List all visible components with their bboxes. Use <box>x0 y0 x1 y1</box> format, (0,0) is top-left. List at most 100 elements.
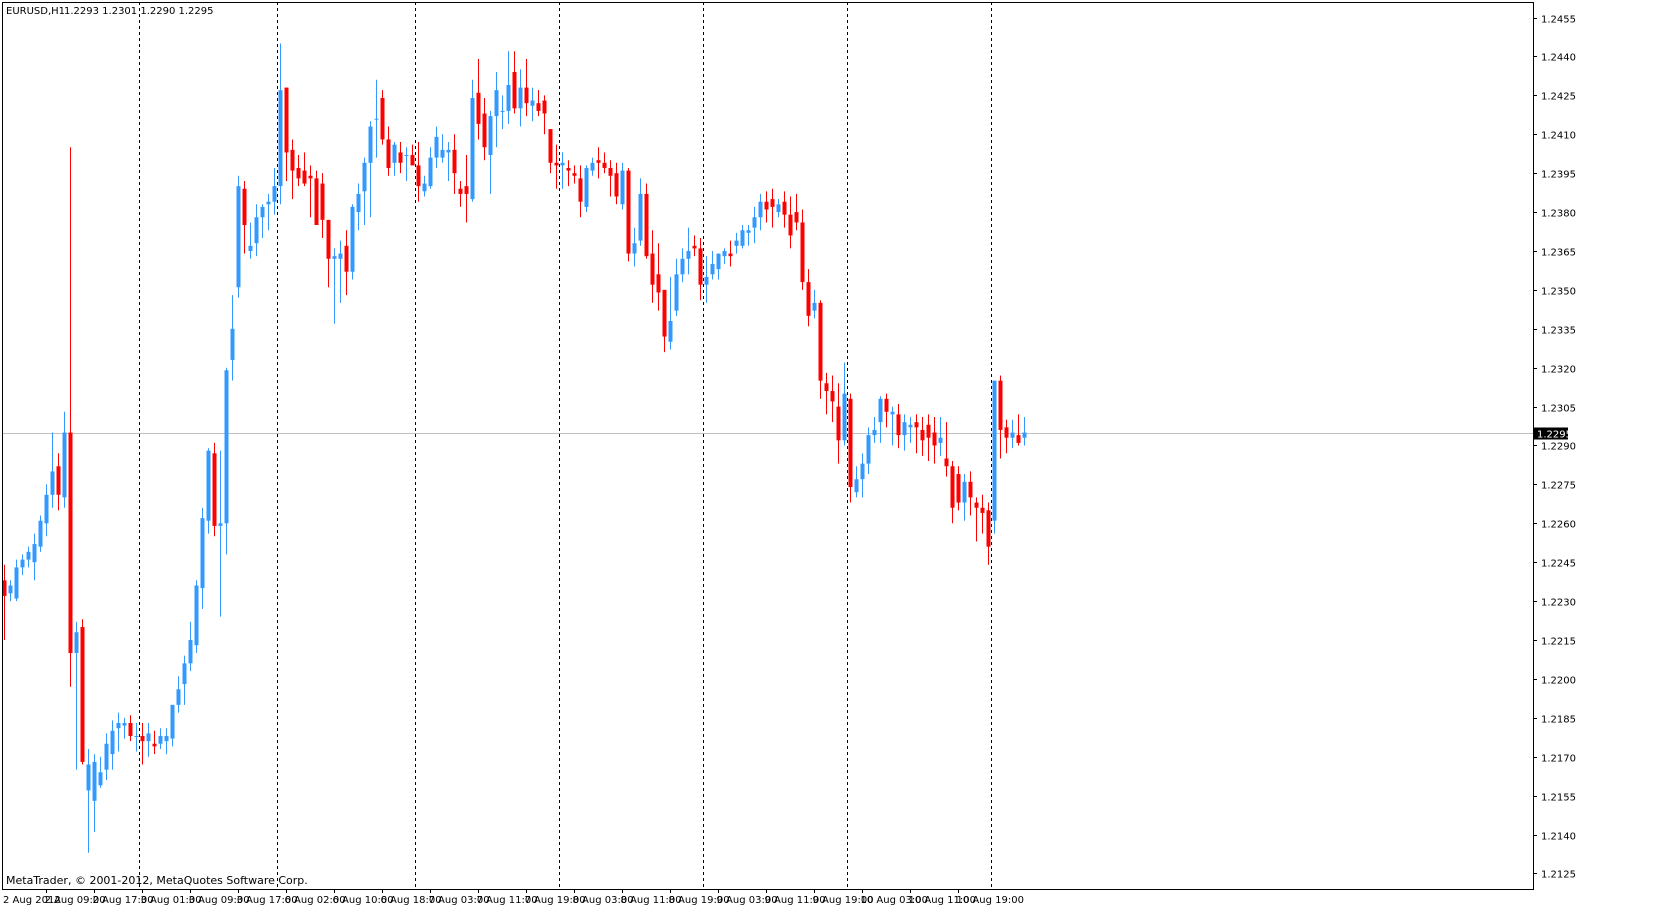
candle-body <box>950 466 955 508</box>
candle-body <box>722 250 727 257</box>
candle-body <box>350 206 355 272</box>
candle-body <box>1022 432 1027 438</box>
candle-body <box>368 126 373 163</box>
x-tick-label: 3 Aug 01:00 <box>141 895 202 906</box>
y-tick-label: 1.2305 <box>1541 404 1576 415</box>
candle-body <box>458 188 463 194</box>
y-tick-label: 1.2200 <box>1541 676 1576 687</box>
candle-body <box>470 97 475 200</box>
candle-body <box>284 87 289 153</box>
candle-body <box>440 149 445 158</box>
candle-body <box>272 186 277 202</box>
candle-body <box>194 585 199 646</box>
x-tick-label: 6 Aug 18:00 <box>381 895 442 906</box>
candle-body <box>554 162 559 166</box>
x-tick-label: 3 Aug 17:00 <box>237 895 298 906</box>
x-tick-label: 8 Aug 03:00 <box>573 895 634 906</box>
y-tick-label: 1.2395 <box>1541 170 1576 181</box>
candle-body <box>926 424 931 438</box>
candle-body <box>896 414 901 436</box>
candle-body <box>1004 427 1009 438</box>
y-tick-label: 1.2380 <box>1541 209 1576 220</box>
candle-body <box>602 162 607 168</box>
candle-body <box>146 733 151 742</box>
candle-body <box>866 435 871 464</box>
candle-body <box>362 162 367 192</box>
y-tick-label: 1.2245 <box>1541 559 1576 570</box>
candle-body <box>176 689 181 705</box>
candle-body <box>968 481 973 498</box>
candle-body <box>668 321 673 342</box>
candle-body <box>716 253 721 270</box>
candle-body <box>578 178 583 202</box>
candle-body <box>488 116 493 156</box>
candle-body <box>248 245 253 251</box>
candle-body <box>200 518 205 589</box>
candle-body <box>320 183 325 220</box>
candle-body <box>632 243 637 254</box>
y-tick-label: 1.2125 <box>1541 870 1576 881</box>
candle-body <box>890 411 895 415</box>
candle-body <box>806 282 811 316</box>
candle-body <box>614 173 619 197</box>
chart-frame <box>2 2 1534 890</box>
candle-body <box>518 87 523 109</box>
candle-body <box>812 302 817 311</box>
candle-body <box>902 422 907 436</box>
candle-body <box>752 217 757 228</box>
candle-body <box>728 253 733 257</box>
candle-body <box>530 100 535 106</box>
x-tick-label: 3 Aug 09:00 <box>189 895 250 906</box>
x-tick-label: 2 Aug 09:00 <box>45 895 106 906</box>
y-tick-label: 1.2425 <box>1541 92 1576 103</box>
candle-body <box>884 398 889 412</box>
candle-body <box>140 735 145 742</box>
candle-body <box>356 193 361 213</box>
price-axis[interactable]: 1.2455 1.2440 1.2425 1.2410 1.2395 1.2380 1.23… <box>1533 15 1576 881</box>
candle-body <box>98 772 103 786</box>
candle-body <box>92 761 97 801</box>
candle-body <box>746 230 751 233</box>
candle-body <box>500 110 505 112</box>
candles[interactable] <box>2 43 1027 853</box>
candle-body <box>398 152 403 163</box>
candle-body <box>404 155 409 157</box>
y-tick-label: 1.2215 <box>1541 637 1576 648</box>
candle-body <box>380 97 385 140</box>
y-tick-label: 1.2440 <box>1541 53 1576 64</box>
candle-body <box>872 429 877 436</box>
candle-body <box>428 157 433 187</box>
candle-body <box>338 253 343 259</box>
candle-body <box>260 206 265 218</box>
x-tick-label: 10 Aug 03:00 <box>861 895 928 906</box>
x-tick-label: 2 Aug 17:00 <box>93 895 154 906</box>
x-tick-label: 9 Aug 11:00 <box>765 895 826 906</box>
candle-body <box>572 173 577 176</box>
candle-body <box>506 84 511 111</box>
candle-body <box>494 90 499 117</box>
candle-body <box>818 302 823 381</box>
candle-body <box>548 129 553 163</box>
candle-body <box>656 274 661 293</box>
candle-body <box>584 167 589 207</box>
candle-body <box>206 450 211 521</box>
candle-body <box>416 165 421 187</box>
candle-body <box>374 118 379 120</box>
candle-body <box>212 453 217 526</box>
candle-body <box>848 398 853 487</box>
x-tick-label: 6 Aug 10:00 <box>333 895 394 906</box>
candle-body <box>38 520 43 547</box>
candle-body <box>68 432 73 653</box>
y-tick-label: 1.2350 <box>1541 287 1576 298</box>
y-tick-label: 1.2140 <box>1541 832 1576 843</box>
candle-body <box>422 183 427 192</box>
candle-body <box>1010 432 1015 438</box>
candle-body <box>626 170 631 254</box>
candle-body <box>134 735 139 737</box>
candle-body <box>854 479 859 493</box>
candle-body <box>680 258 685 275</box>
y-tick-label: 1.2230 <box>1541 598 1576 609</box>
